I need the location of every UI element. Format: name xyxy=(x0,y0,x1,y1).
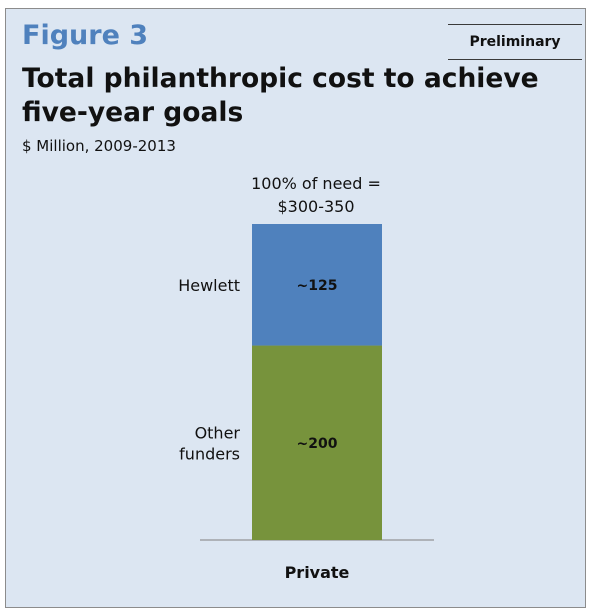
segment-value-label: ~200 xyxy=(297,436,338,452)
bar-segment-hewlett xyxy=(252,224,382,346)
segment-value-label: ~125 xyxy=(297,278,338,294)
total-need-line-2: $300-350 xyxy=(277,197,355,216)
series-label: funders xyxy=(179,444,240,463)
chart-subtitle: $ Million, 2009-2013 xyxy=(22,137,176,155)
figure-label: Figure 3 xyxy=(22,20,149,51)
total-need-label: 100% of need = $300-350 xyxy=(216,172,416,218)
bar-segment-other-funders xyxy=(252,345,382,540)
series-label: Hewlett xyxy=(178,276,240,295)
chart-title: Total philanthropic cost to achieve five… xyxy=(22,63,539,128)
category-label: Private xyxy=(285,563,350,582)
preliminary-badge: Preliminary xyxy=(448,24,582,60)
series-label: Other xyxy=(195,423,241,442)
total-need-line-1: 100% of need = xyxy=(251,174,381,193)
